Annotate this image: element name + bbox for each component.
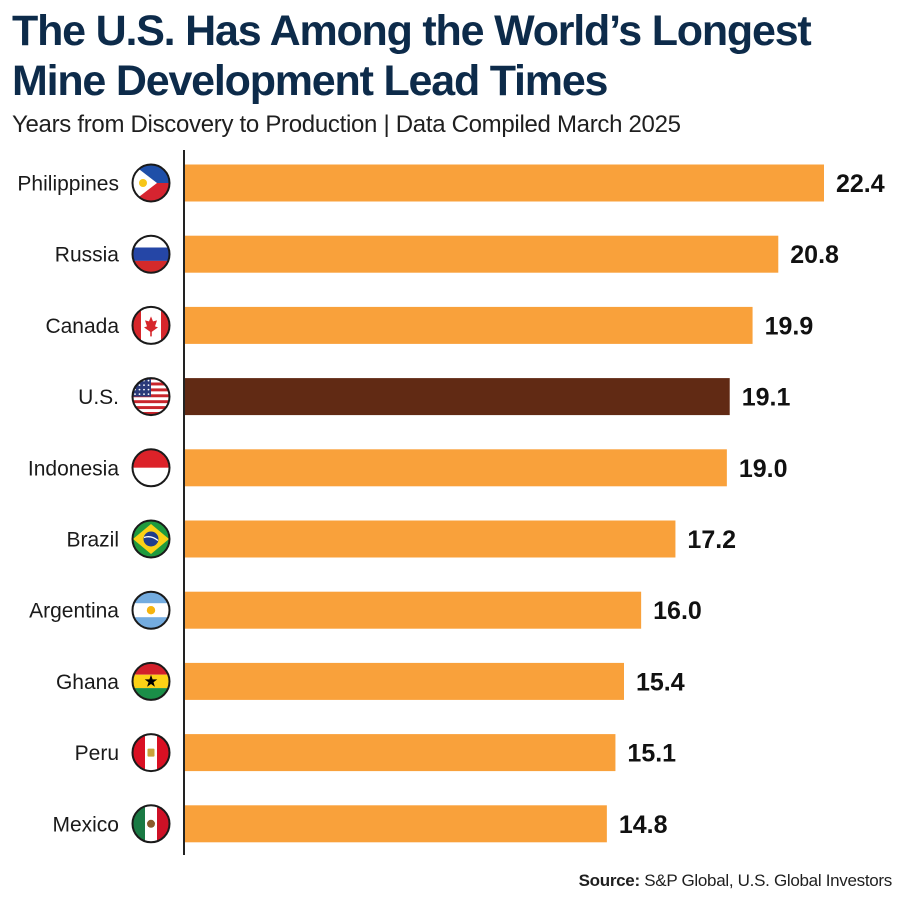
philippines-flag-icon	[131, 163, 171, 203]
category-label-peru: Peru	[75, 742, 119, 765]
bars-group: 22.4 Philippines 20.8 Russia 19.9 Canada 19.1 U…	[17, 163, 885, 844]
category-label-philippines: Philippines	[17, 173, 119, 196]
category-label-indonesia: Indonesia	[28, 457, 119, 480]
bar-indonesia	[184, 449, 727, 487]
category-label-mexico: Mexico	[52, 813, 119, 836]
bar-argentina	[184, 591, 642, 629]
category-label-brazil: Brazil	[66, 529, 119, 552]
peru-flag-icon	[131, 733, 171, 773]
source-label: Source:	[578, 871, 641, 890]
category-label-argentina: Argentina	[29, 600, 119, 623]
chart-subtitle: Years from Discovery to Production | Dat…	[12, 111, 681, 138]
bar-philippines	[184, 164, 824, 202]
category-label-u-s: U.S.	[78, 386, 119, 409]
data-label-philippines: 22.4	[836, 170, 885, 198]
data-label-indonesia: 19.0	[739, 455, 788, 483]
bar-u-s	[184, 378, 730, 416]
category-label-ghana: Ghana	[56, 671, 119, 694]
data-label-u-s: 19.1	[742, 384, 791, 412]
argentina-flag-icon	[131, 590, 171, 630]
data-label-peru: 15.1	[627, 740, 676, 768]
bar-peru	[184, 734, 616, 772]
source-text: S&P Global, U.S. Global Investors	[639, 871, 892, 890]
bar-mexico	[184, 805, 607, 843]
russia-flag-icon	[131, 234, 171, 274]
usa-flag-icon	[131, 377, 171, 417]
data-label-ghana: 15.4	[636, 668, 685, 696]
data-label-brazil: 17.2	[687, 526, 736, 554]
data-label-canada: 19.9	[765, 312, 814, 340]
source-note: Source: S&P Global, U.S. Global Investor…	[578, 871, 893, 891]
chart-title-line-1: The U.S. Has Among the World’s Longest	[12, 7, 812, 55]
category-label-canada: Canada	[45, 315, 119, 338]
mexico-flag-icon	[131, 804, 171, 844]
data-label-russia: 20.8	[790, 241, 839, 269]
bar-ghana	[184, 662, 624, 700]
chart-title: The U.S. Has Among the World’s Longest M…	[12, 6, 892, 106]
bar-brazil	[184, 520, 676, 558]
bar-russia	[184, 235, 779, 273]
category-label-russia: Russia	[55, 244, 120, 267]
bar-canada	[184, 306, 753, 344]
indonesia-flag-icon	[131, 448, 171, 488]
data-label-mexico: 14.8	[619, 811, 668, 839]
data-label-argentina: 16.0	[653, 597, 702, 625]
brazil-flag-icon	[131, 519, 171, 559]
canada-flag-icon	[131, 305, 171, 345]
ghana-flag-icon	[131, 661, 171, 701]
chart-title-line-2: Mine Development Lead Times	[12, 57, 608, 105]
